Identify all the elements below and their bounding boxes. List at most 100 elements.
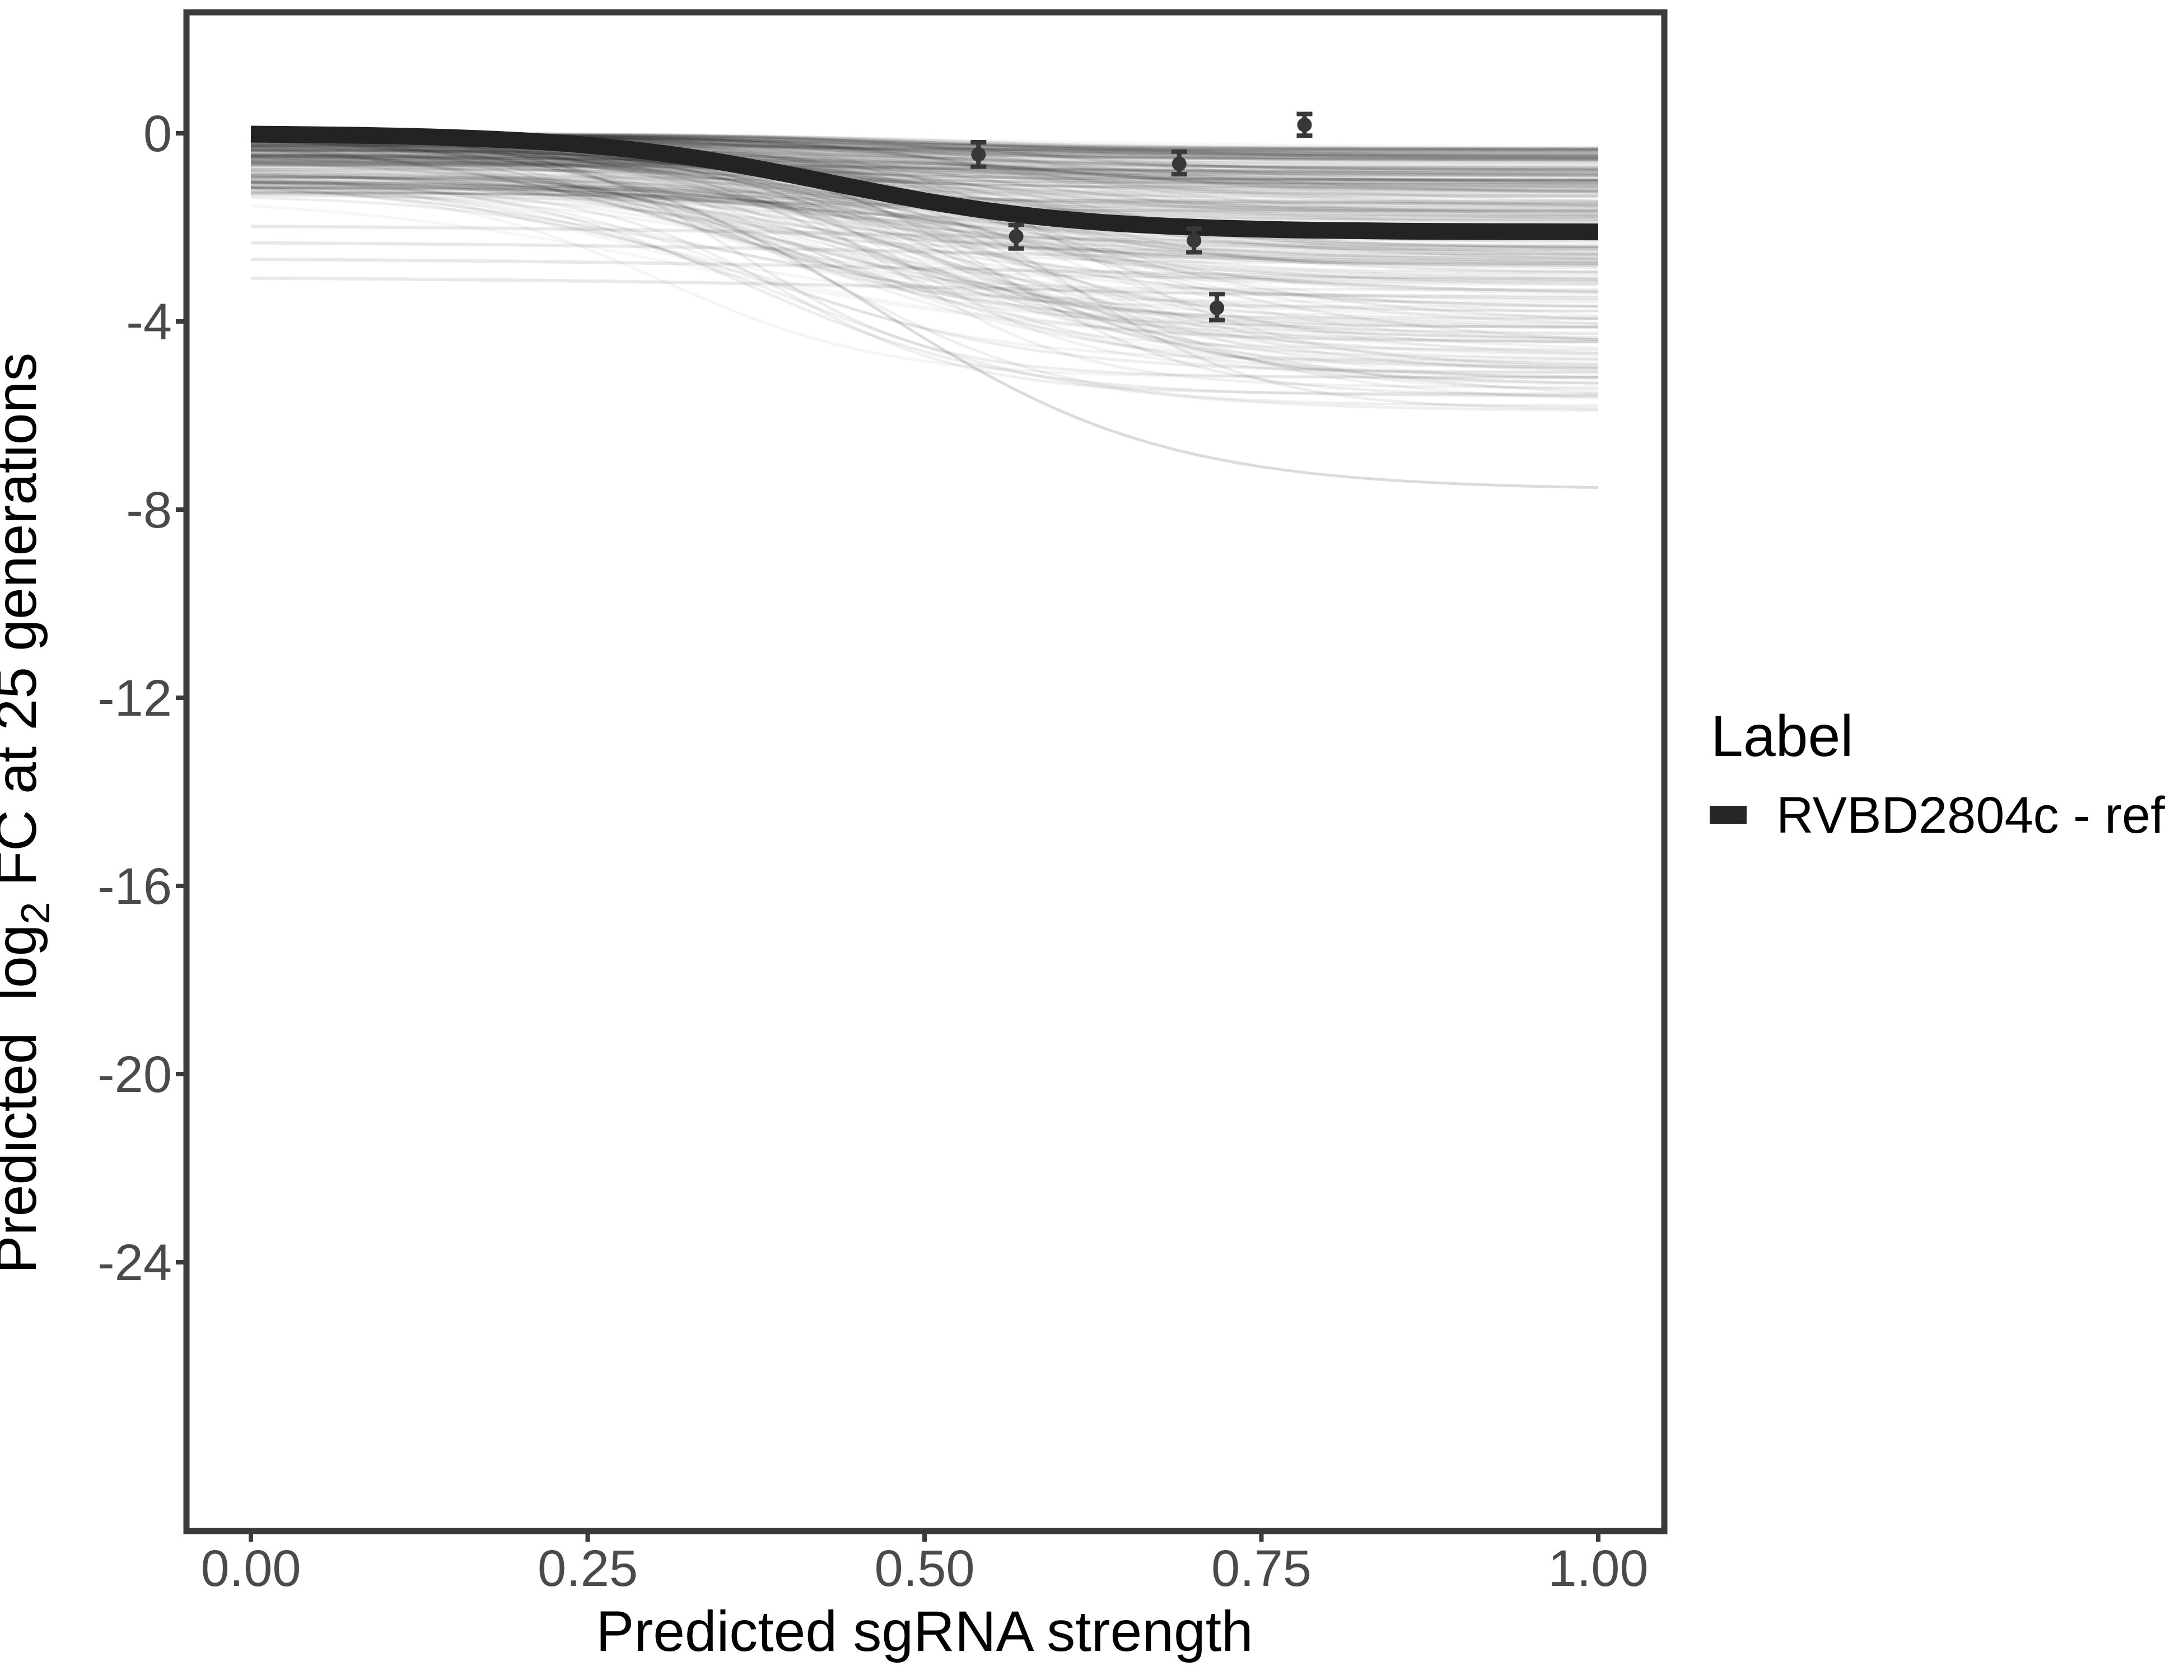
posterior-draw-curve bbox=[250, 139, 1599, 302]
posterior-draw-curve bbox=[250, 196, 1599, 375]
posterior-draw-curve bbox=[250, 178, 1599, 398]
posterior-draw-curve bbox=[250, 171, 1599, 355]
posterior-draw-curve bbox=[250, 148, 1599, 184]
posterior-draw-curve bbox=[250, 183, 1599, 293]
posterior-draw-curve bbox=[251, 152, 1598, 177]
posterior-draw-curve bbox=[250, 186, 1598, 395]
posterior-draw-curve bbox=[250, 156, 1599, 379]
error-bar-point bbox=[1008, 222, 1024, 251]
posterior-draw-curve bbox=[251, 149, 1599, 170]
y-axis-title-pre: Predicted log bbox=[0, 925, 48, 1274]
posterior-draw-curve bbox=[250, 150, 1599, 258]
posterior-draw-curve bbox=[250, 176, 1599, 262]
error-bar-point bbox=[1186, 226, 1202, 255]
posterior-draw-curve bbox=[251, 162, 1598, 181]
posterior-draw-curve bbox=[250, 188, 1599, 379]
posterior-draw-curve bbox=[250, 182, 1598, 221]
posterior-draw-curve bbox=[251, 162, 1598, 182]
data-point bbox=[1210, 300, 1225, 315]
posterior-draw-curve bbox=[250, 146, 1599, 351]
posterior-draw-curve bbox=[250, 176, 1598, 198]
x-axis-ticks: 0.00 0.25 0.50 0.75 1.00 bbox=[200, 1534, 1649, 1597]
posterior-draw-curve bbox=[251, 192, 1599, 283]
posterior-draw-curve bbox=[250, 179, 1599, 261]
posterior-draw-curve bbox=[250, 166, 1598, 184]
y-axis-title-post: FC at 25 generations bbox=[0, 353, 48, 902]
posterior-draw-curve bbox=[250, 173, 1598, 329]
posterior-draw-curve bbox=[250, 181, 1599, 370]
posterior-draw-curve bbox=[251, 168, 1599, 410]
deep-draw-curve bbox=[250, 141, 1599, 360]
faint-flat-curve bbox=[250, 225, 1599, 248]
posterior-draw-curve bbox=[250, 137, 1598, 297]
posterior-draw-curve bbox=[250, 138, 1599, 308]
posterior-draw-curve bbox=[250, 155, 1598, 172]
y-tick-label: -16 bbox=[97, 858, 172, 915]
posterior-draw-curve bbox=[250, 158, 1598, 176]
y-tick-label: -20 bbox=[97, 1046, 172, 1103]
reference-curve-rvbd2804c bbox=[250, 125, 1599, 241]
posterior-draw-curve bbox=[250, 186, 1599, 372]
posterior-draw-curve bbox=[250, 145, 1599, 342]
posterior-draw-curve bbox=[250, 134, 1598, 379]
posterior-draw-curve bbox=[250, 150, 1598, 181]
posterior-draw-curve bbox=[251, 159, 1598, 185]
posterior-draw-curve bbox=[251, 167, 1599, 188]
posterior-draw-curve bbox=[250, 188, 1598, 251]
posterior-draw-curve bbox=[251, 161, 1599, 250]
faint-flat-curve bbox=[250, 258, 1599, 281]
posterior-draw-curve bbox=[250, 180, 1599, 214]
posterior-draw-curve bbox=[251, 160, 1598, 186]
posterior-draw-curve bbox=[250, 154, 1599, 197]
legend: Label RVBD2804c - ref bbox=[1710, 704, 2165, 844]
posterior-draw-curve bbox=[250, 146, 1599, 248]
posterior-draw-curve bbox=[250, 136, 1599, 242]
y-axis-title-subscript: 2 bbox=[13, 902, 58, 925]
posterior-draw-curve bbox=[250, 173, 1599, 277]
x-tick-label: 0.75 bbox=[1211, 1540, 1312, 1597]
posterior-draw-curve bbox=[250, 180, 1599, 394]
posterior-draw-curve bbox=[251, 164, 1598, 185]
error-bar-point bbox=[1209, 292, 1225, 323]
posterior-draw-curve bbox=[250, 161, 1599, 198]
error-bar-point bbox=[1296, 111, 1313, 138]
posterior-draw-curve bbox=[251, 146, 1599, 169]
posterior-draw-curve bbox=[250, 146, 1599, 177]
posterior-draw-curve bbox=[250, 152, 1599, 343]
deep-draw-curve bbox=[250, 140, 1599, 369]
posterior-draw-curve bbox=[250, 141, 1598, 308]
error-bar-point bbox=[1171, 149, 1187, 177]
posterior-draw-curve bbox=[250, 155, 1598, 183]
posterior-draw-curve bbox=[251, 152, 1599, 174]
y-tick-label: -4 bbox=[126, 293, 172, 351]
x-tick-label: 1.00 bbox=[1548, 1540, 1648, 1597]
data-point bbox=[1187, 233, 1202, 248]
posterior-draw-curve bbox=[250, 156, 1599, 186]
posterior-draw-curve bbox=[250, 148, 1599, 329]
legend-entry-label: RVBD2804c - ref bbox=[1776, 787, 2165, 844]
posterior-draw-curve bbox=[251, 156, 1598, 174]
posterior-draw-curve bbox=[250, 134, 1598, 291]
posterior-draw-curve bbox=[250, 160, 1599, 190]
posterior-draw-curve bbox=[250, 147, 1598, 164]
posterior-draw-curve bbox=[250, 145, 1599, 207]
posterior-draw-curve bbox=[250, 144, 1598, 189]
error-bar-points bbox=[970, 111, 1313, 323]
posterior-draw-curve bbox=[250, 148, 1598, 170]
posterior-draw-curve bbox=[250, 153, 1599, 182]
faint-flat-curve bbox=[250, 241, 1599, 265]
posterior-draw-curve bbox=[250, 157, 1599, 341]
posterior-draw-curve bbox=[251, 157, 1599, 212]
panel-border bbox=[183, 9, 1668, 1534]
data-point bbox=[1297, 117, 1312, 132]
posterior-draw-curve bbox=[250, 149, 1599, 397]
posterior-draw-curve bbox=[250, 135, 1599, 357]
posterior-draw-curve bbox=[250, 181, 1599, 362]
posterior-draw-curve bbox=[250, 167, 1598, 248]
posterior-draw-curve bbox=[250, 160, 1599, 284]
posterior-draw-curve bbox=[250, 158, 1599, 325]
posterior-draw-curve bbox=[251, 160, 1599, 177]
x-tick-label: 0.00 bbox=[200, 1540, 301, 1597]
posterior-draw-curve bbox=[250, 174, 1599, 407]
